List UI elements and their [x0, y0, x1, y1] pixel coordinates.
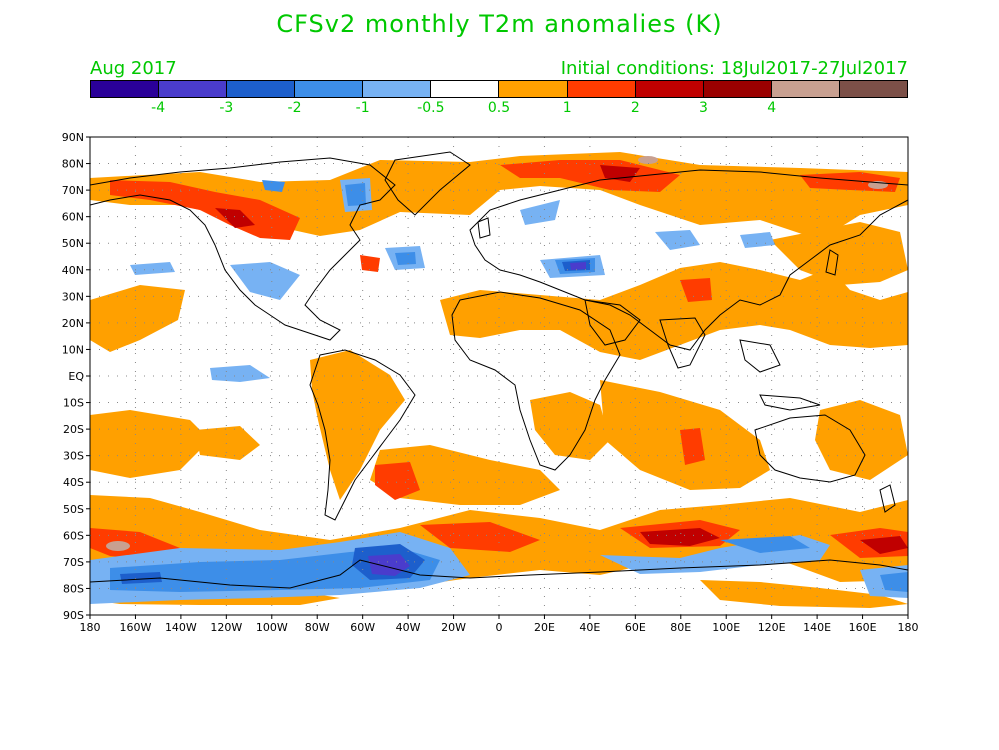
- legend-label: -1: [355, 100, 370, 116]
- legend-swatch: [159, 81, 228, 97]
- legend-label: 1: [562, 100, 572, 116]
- latitude-labels: 90N 80N 70N 60N 50N 40N 30N 20N 10N EQ 10S 20S 30S 40…: [62, 131, 85, 622]
- legend-swatch: [839, 81, 907, 97]
- legend-swatch: [771, 81, 840, 97]
- anomaly-field: [90, 137, 908, 615]
- lon-tick-label: 80W: [305, 621, 330, 634]
- legend-label: -2: [287, 100, 302, 116]
- legend-swatch: [567, 81, 636, 97]
- legend-swatch: [363, 81, 432, 97]
- lat-tick-label: 80S: [63, 582, 84, 595]
- lat-tick-label: 10S: [63, 397, 84, 410]
- lon-tick-label: 160E: [849, 621, 877, 634]
- lon-tick-label: 140W: [165, 621, 197, 634]
- legend-label: -3: [219, 100, 234, 116]
- legend-swatch: [431, 81, 500, 97]
- lon-tick-label: 60E: [625, 621, 646, 634]
- lat-tick-label: 70N: [62, 184, 84, 197]
- coastlines: [90, 151, 908, 589]
- legend-swatch: [499, 81, 568, 97]
- map-title: CFSv2 monthly T2m anomalies (K): [276, 10, 723, 38]
- lon-tick-label: 120W: [210, 621, 242, 634]
- lat-tick-label: 50N: [62, 237, 84, 250]
- lat-tick-label: 30N: [62, 290, 84, 303]
- lat-tick-label: 20S: [63, 423, 84, 436]
- lon-tick-label: 80E: [670, 621, 691, 634]
- lat-tick-label: 40S: [63, 476, 84, 489]
- legend-swatch: [227, 81, 296, 97]
- lon-tick-label: 40W: [396, 621, 421, 634]
- lat-tick-label: 40N: [62, 264, 84, 277]
- lon-tick-label: 140E: [803, 621, 831, 634]
- lat-tick-label: 70S: [63, 556, 84, 569]
- lat-tick-label: 90S: [63, 609, 84, 622]
- lat-tick-label: 20N: [62, 317, 84, 330]
- lon-tick-label: 160W: [120, 621, 152, 634]
- lon-tick-label: 40E: [579, 621, 600, 634]
- lon-tick-label: 120E: [758, 621, 786, 634]
- longitude-labels: 180 160W 140W 120W 100W 80W 60W 40W 20W 0 20E 40E 60…: [80, 621, 919, 634]
- lon-tick-label: 0: [496, 621, 503, 634]
- lon-tick-label: 60W: [350, 621, 375, 634]
- anomaly-minus-3-to-minus-4: [368, 262, 586, 576]
- legend-label: 3: [699, 100, 708, 116]
- lat-tick-label: 60N: [62, 211, 84, 224]
- legend-label: 0.5: [487, 100, 511, 116]
- lat-tick-label: 80N: [62, 158, 84, 171]
- lat-tick-label: 30S: [63, 450, 84, 463]
- anomaly-2-to-3: [215, 165, 908, 554]
- lat-tick-label: 10N: [62, 343, 84, 356]
- legend-label: -4: [151, 100, 166, 116]
- lon-tick-label: 100W: [256, 621, 288, 634]
- axis-ticks: [86, 136, 909, 619]
- lon-tick-label: 20E: [534, 621, 555, 634]
- lat-tick-label: 90N: [62, 131, 84, 144]
- color-legend: [90, 80, 908, 98]
- lon-tick-label: 20W: [441, 621, 466, 634]
- lat-tick-label: 60S: [63, 529, 84, 542]
- legend-swatch: [91, 81, 160, 97]
- lon-tick-label: 180: [898, 621, 919, 634]
- legend-swatch: [295, 81, 364, 97]
- lat-tick-label: EQ: [68, 370, 84, 383]
- initial-conditions: Initial conditions: 18Jul2017-27Jul2017: [560, 58, 908, 79]
- legend-label: -0.5: [417, 100, 445, 116]
- legend-label: 2: [630, 100, 640, 116]
- lon-tick-label: 100E: [712, 621, 740, 634]
- legend-swatch: [703, 81, 772, 97]
- legend-label: 4: [767, 100, 777, 116]
- lon-tick-label: 180: [80, 621, 101, 634]
- legend-swatch: [635, 81, 704, 97]
- forecast-month: Aug 2017: [90, 58, 177, 79]
- lat-tick-label: 50S: [63, 503, 84, 516]
